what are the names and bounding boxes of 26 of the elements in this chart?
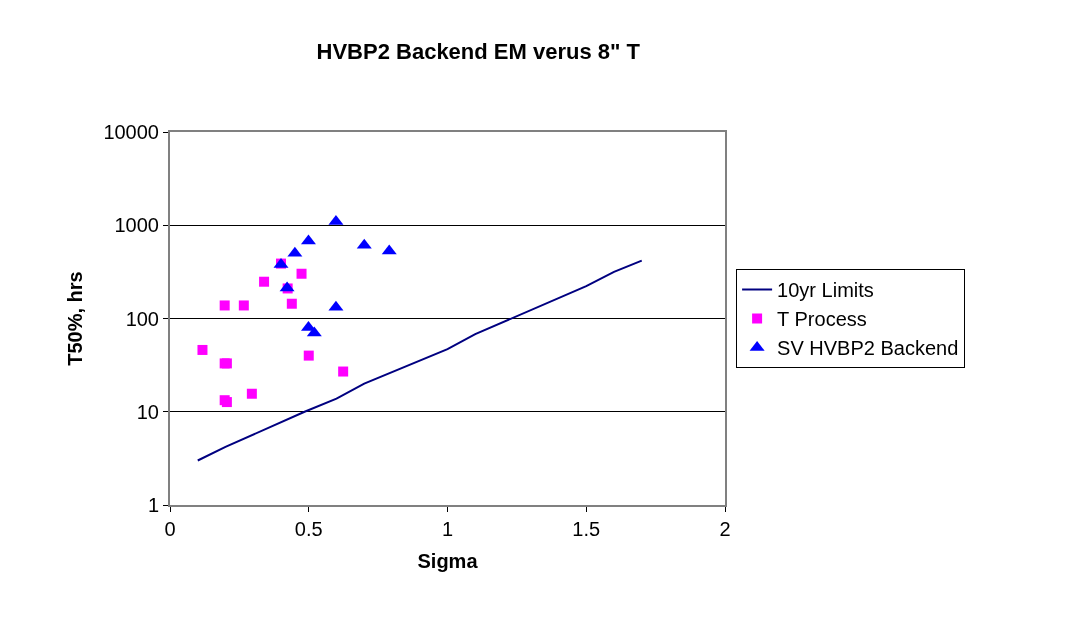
y-tick-label: 100 [125, 307, 159, 330]
legend-label: 10yr Limits [777, 279, 874, 302]
x-tick-label: 0.5 [294, 518, 323, 540]
point [296, 268, 307, 279]
y-tick-label: 1000 [114, 214, 159, 237]
y-tick-label: 10000 [103, 121, 159, 143]
point [259, 276, 270, 287]
point [286, 298, 297, 309]
point [219, 300, 230, 311]
point [303, 350, 314, 361]
point [246, 388, 257, 399]
point [197, 344, 208, 355]
point [238, 300, 249, 311]
point [338, 366, 349, 377]
x-tick-label: 1.5 [572, 518, 601, 540]
y-tick-label: 1 [147, 494, 159, 516]
x-axis-title: Sigma [417, 550, 479, 572]
legend-label: T Process [777, 308, 867, 331]
chart-title: HVBP2 Backend EM verus 8" T [316, 39, 641, 65]
legend-label: SV HVBP2 Backend [777, 337, 959, 360]
y-axis-title: T50%, hrs [64, 271, 87, 366]
x-tick-label: 2 [719, 518, 731, 540]
y-tick-label: 10 [136, 400, 159, 423]
x-tick-label: 1 [441, 518, 454, 540]
x-tick-label: 0 [164, 518, 176, 540]
line-series [196, 259, 643, 462]
